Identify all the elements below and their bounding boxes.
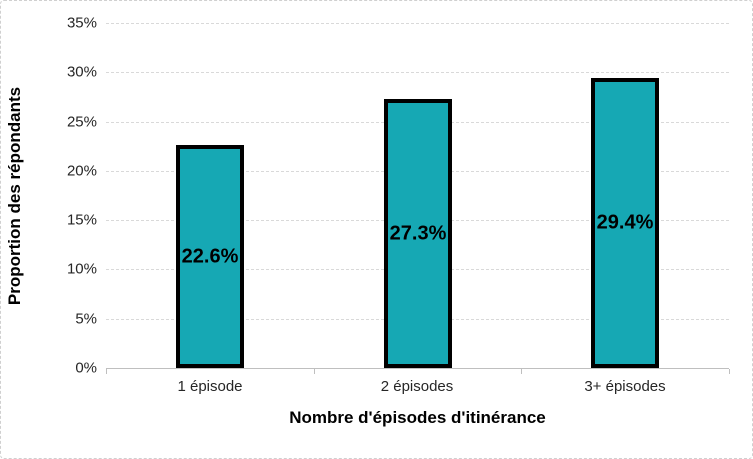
y-tick-label: 5% [75,310,97,328]
y-tick-label: 20% [66,162,97,180]
y-tick-label: 35% [66,14,97,32]
x-tick-label: 2 épisodes [380,378,454,395]
y-tick-label: 25% [66,113,97,131]
x-tick-mark [729,369,730,374]
y-axis-title-wrap: Proportion des répondants [1,1,29,390]
bar [384,99,452,368]
y-tick-label: 0% [75,359,97,377]
bar-value-label: 22.6% [181,245,239,268]
bar [176,145,244,368]
gridline [106,23,729,24]
x-tick-mark [521,369,522,374]
bar [591,78,659,368]
y-tick-label: 30% [66,63,97,81]
x-axis-title: Nombre d'épisodes d'itinérance [289,408,546,427]
x-tick-label: 1 épisode [177,378,243,395]
gridline [106,72,729,73]
x-tick-mark [106,369,107,374]
bar-value-label: 29.4% [596,211,654,234]
x-tick-mark [314,369,315,374]
y-tick-label: 15% [66,211,97,229]
y-tick-label: 10% [66,260,97,278]
bar-value-label: 27.3% [389,222,447,245]
x-tick-label: 3+ épisodes [584,378,666,395]
plot-area: 22.6% 27.3% 29.4% [106,23,729,369]
